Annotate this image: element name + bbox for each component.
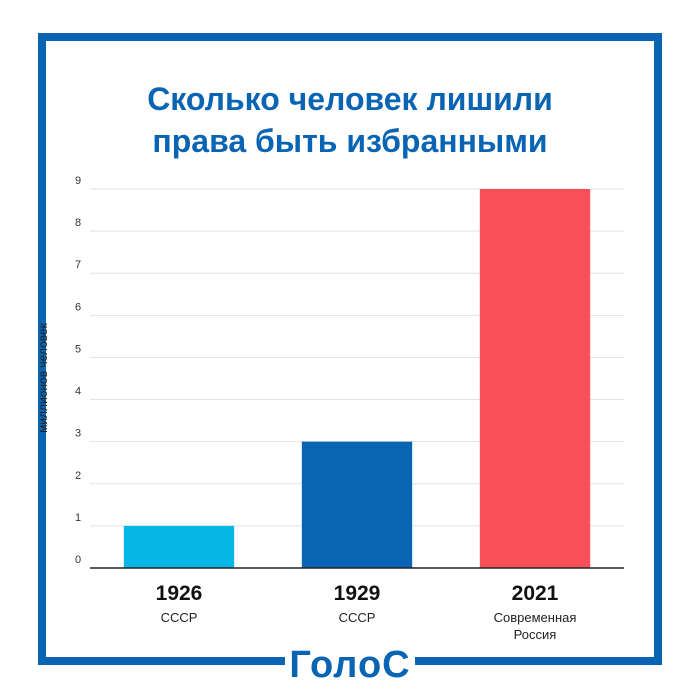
bar-2021 <box>479 189 591 568</box>
logo-text: ГолоС <box>289 644 411 686</box>
y-tick-label-1: 1 <box>75 512 81 524</box>
y-tick-label-4: 4 <box>75 386 81 398</box>
y-tick-label-7: 7 <box>75 259 81 271</box>
bar-1926 <box>123 525 235 568</box>
x-tick-sublabel-1926-0: СССР <box>161 610 198 625</box>
y-tick-label-5: 5 <box>75 343 81 355</box>
x-tick-sublabel-2021-0: Современная <box>494 610 577 625</box>
x-tick-sublabel-1929-0: СССР <box>339 610 376 625</box>
y-tick-label-6: 6 <box>75 301 81 313</box>
y-tick-label-8: 8 <box>75 217 81 229</box>
y-tick-label-2: 2 <box>75 470 81 482</box>
y-tick-label-9: 9 <box>75 175 81 187</box>
x-tick-sublabel-2021-1: Россия <box>514 627 557 642</box>
x-tick-label-1929: 1929 <box>334 582 381 605</box>
chart-title-line-2: права быть избранными <box>152 123 548 159</box>
chart-title-line-1: Сколько человек лишили <box>147 81 553 117</box>
y-axis-label: миллионов человек <box>36 322 50 433</box>
x-tick-label-2021: 2021 <box>512 582 559 605</box>
logo: ГолоС <box>285 643 415 687</box>
y-tick-label-3: 3 <box>75 428 81 440</box>
chart-title: Сколько человек лишили права быть избран… <box>0 78 700 162</box>
x-tick-label-1926: 1926 <box>156 582 203 605</box>
y-tick-label-0: 0 <box>75 554 81 566</box>
bar-1929 <box>301 441 413 568</box>
